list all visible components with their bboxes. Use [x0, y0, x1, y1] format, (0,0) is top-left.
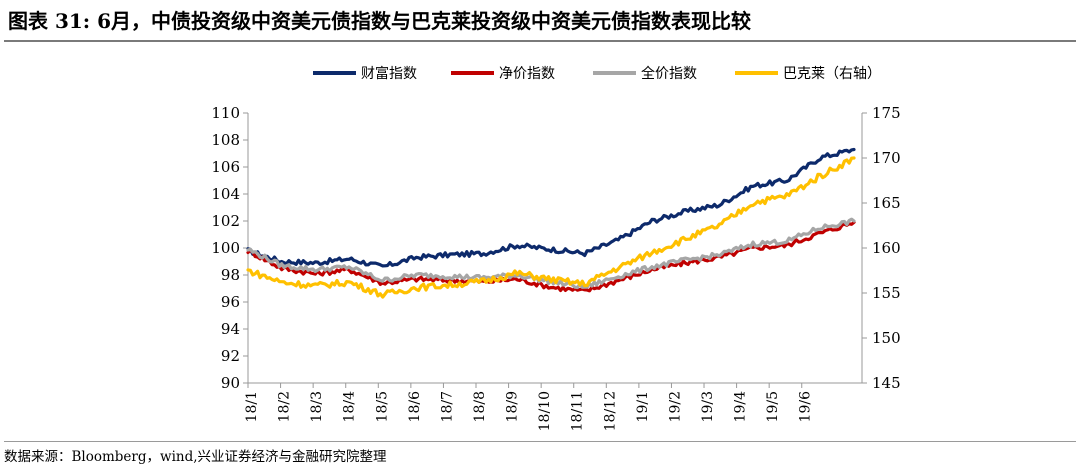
left-tick-label: 106 [211, 158, 240, 176]
left-tick-label: 94 [221, 320, 240, 338]
x-tick-label: 18/11 [570, 391, 586, 431]
legend-label: 巴克莱（右轴） [783, 66, 881, 82]
series-line [246, 217, 856, 290]
left-tick-label: 104 [211, 185, 240, 203]
x-tick-label: 18/12 [602, 391, 618, 431]
line-chart: 财富指数 净价指数 全价指数 巴克莱（右轴） 90 92 94 96 98 100 102 104 1… [211, 65, 900, 431]
x-tick-label: 18/9 [505, 391, 521, 422]
source-note: 数据来源：Bloomberg，wind,兴业证券经济与金融研究院整理 [4, 449, 387, 465]
x-tick-label: 18/7 [439, 391, 455, 422]
series-lines [246, 147, 856, 299]
x-tick-label: 18/1 [244, 391, 260, 422]
right-tick-label: 155 [872, 284, 901, 302]
x-tick-label: 19/2 [667, 391, 683, 422]
x-tick-label: 18/4 [342, 391, 358, 423]
left-tick-label: 96 [221, 293, 240, 311]
chart-title: 图表 31: 6月，中债投资级中资美元债指数与巴克莱投资级中资美元债指数表现比较 [8, 9, 752, 33]
x-tick-label: 18/3 [309, 391, 325, 422]
left-tick-label: 98 [221, 266, 240, 284]
x-tick-label: 19/1 [635, 391, 651, 422]
left-tick-label: 90 [221, 374, 240, 392]
series-line [246, 220, 856, 293]
legend-label: 净价指数 [499, 66, 555, 82]
right-tick-label: 170 [872, 149, 901, 167]
x-tick-label: 18/8 [472, 391, 488, 422]
right-tick-label: 160 [872, 239, 901, 257]
left-tick-label: 92 [221, 347, 240, 365]
series-line [246, 156, 856, 299]
series-line [246, 147, 856, 268]
x-tick-label: 19/6 [798, 391, 814, 423]
legend-label: 全价指数 [641, 65, 697, 82]
source-divider [4, 441, 1076, 442]
x-tick-label: 18/10 [537, 391, 553, 431]
axes: 90 92 94 96 98 100 102 104 106 108 110 145 150 155 160… [211, 104, 900, 392]
left-tick-label: 100 [211, 239, 240, 257]
right-tick-label: 150 [872, 329, 901, 347]
title-divider [4, 40, 1076, 42]
x-tick-labels: 18/1 18/2 18/3 18/4 18/5 18/6 18/7 18/8 18/9 18/1… [244, 383, 814, 431]
left-tick-label: 102 [211, 212, 240, 230]
left-tick-label: 108 [211, 131, 240, 149]
legend: 财富指数 净价指数 全价指数 巴克莱（右轴） [313, 65, 881, 82]
right-tick-label: 145 [872, 374, 901, 392]
x-tick-label: 19/3 [700, 391, 716, 422]
left-tick-label: 110 [211, 104, 240, 122]
x-tick-label: 18/2 [277, 391, 293, 422]
legend-label: 财富指数 [361, 65, 417, 82]
x-tick-label: 18/5 [374, 391, 390, 422]
right-tick-label: 165 [872, 194, 901, 212]
x-tick-label: 18/6 [407, 391, 423, 423]
right-tick-label: 175 [872, 104, 901, 122]
x-tick-label: 19/4 [733, 391, 749, 423]
x-tick-label: 19/5 [765, 391, 781, 422]
